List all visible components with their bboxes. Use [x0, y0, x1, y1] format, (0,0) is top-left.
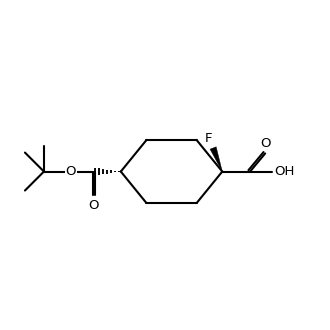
Text: O: O	[260, 137, 270, 150]
Text: F: F	[205, 132, 212, 145]
Polygon shape	[210, 147, 222, 172]
Text: O: O	[88, 199, 98, 212]
Text: O: O	[66, 165, 76, 178]
Text: OH: OH	[274, 165, 295, 178]
